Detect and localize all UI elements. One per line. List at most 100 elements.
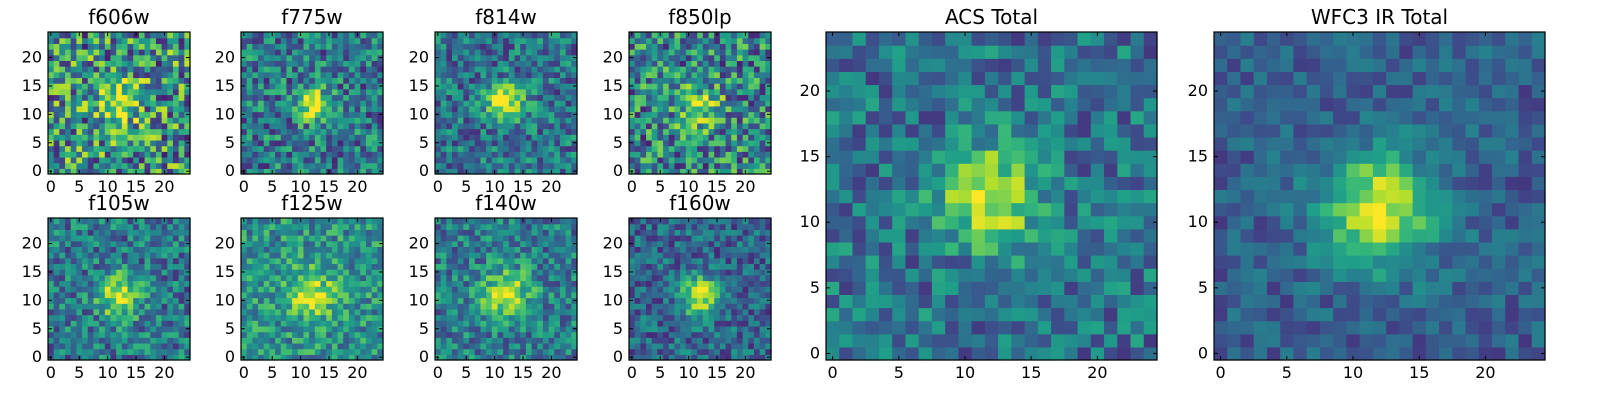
heatmap-cell — [531, 331, 538, 338]
heatmap-cell — [759, 94, 766, 101]
heatmap-cell — [297, 308, 305, 316]
heatmap-cell — [765, 117, 772, 124]
heatmap-cell — [742, 145, 749, 152]
heatmap-cell — [138, 337, 146, 344]
axes-frame — [434, 217, 578, 361]
heatmap-cell — [93, 156, 100, 164]
heatmap-cell — [354, 145, 361, 152]
y-tick-label: 5 — [225, 319, 235, 338]
heatmap-cell — [275, 240, 282, 247]
heatmap-cell — [663, 49, 670, 56]
heatmap-cell — [326, 151, 333, 158]
heatmap-cell — [144, 308, 151, 316]
heatmap-cell — [365, 162, 373, 169]
heatmap-cell — [116, 240, 123, 247]
heatmap-cell — [110, 303, 117, 310]
heatmap-cell — [469, 308, 476, 316]
heatmap-cell — [753, 49, 761, 56]
heatmap-cell — [121, 134, 129, 141]
heatmap-cell — [559, 297, 567, 304]
heatmap-cell — [491, 263, 499, 270]
heatmap-cell — [714, 308, 721, 316]
heatmap-cell — [559, 60, 567, 67]
heatmap-cell — [138, 240, 146, 247]
heatmap-cell — [365, 274, 373, 282]
heatmap-cell — [314, 105, 322, 113]
heatmap-cell — [491, 43, 499, 50]
heatmap-cell — [263, 291, 270, 299]
heatmap-cell — [440, 54, 447, 61]
heatmap-cell — [559, 314, 567, 321]
heatmap-cell — [748, 280, 755, 287]
heatmap-cell — [651, 60, 658, 67]
heatmap-cell — [497, 37, 504, 44]
heatmap-cell — [53, 77, 60, 84]
heatmap-cell — [116, 337, 123, 344]
heatmap-cell — [87, 269, 95, 276]
heatmap-cell — [491, 246, 499, 253]
heatmap-cell — [138, 342, 146, 350]
heatmap-cell — [246, 100, 253, 107]
heatmap-cell — [629, 151, 636, 158]
heatmap-cell — [348, 43, 356, 50]
y-tick-label: 15 — [215, 262, 235, 281]
heatmap-cell — [354, 246, 361, 253]
heatmap-cell — [275, 134, 282, 141]
heatmap-cell — [320, 286, 327, 293]
heatmap-cell — [258, 122, 265, 130]
heatmap-cell — [691, 32, 698, 39]
heatmap-cell — [116, 105, 123, 113]
heatmap-cell — [326, 235, 333, 242]
heatmap-cell — [480, 83, 487, 90]
heatmap-cell — [93, 32, 100, 39]
heatmap-cell — [343, 134, 350, 141]
heatmap-cell — [731, 280, 738, 287]
heatmap-cell — [144, 269, 151, 276]
heatmap-cell — [759, 280, 766, 287]
heatmap-cell — [629, 122, 636, 130]
heatmap-cell — [82, 71, 89, 79]
heatmap-cell — [497, 286, 504, 293]
heatmap-cell — [82, 156, 89, 164]
heatmap-cell — [297, 286, 305, 293]
heatmap-cell — [269, 156, 276, 164]
heatmap-cell — [82, 325, 89, 333]
heatmap-cell — [337, 348, 344, 355]
heatmap-cell — [53, 331, 60, 338]
heatmap-cell — [104, 100, 112, 107]
heatmap-cell — [463, 235, 470, 242]
heatmap-cell — [286, 263, 293, 270]
heatmap-cell — [320, 145, 327, 152]
heatmap-cell — [246, 280, 253, 287]
heatmap-cell — [127, 269, 134, 276]
heatmap-cell — [514, 122, 521, 130]
heatmap-cell — [469, 88, 476, 96]
heatmap-cell — [59, 100, 66, 107]
heatmap-cell — [155, 286, 163, 293]
heatmap-cell — [440, 263, 447, 270]
heatmap-cell — [53, 269, 60, 276]
heatmap-cell — [725, 37, 732, 44]
heatmap-cell — [127, 134, 134, 141]
heatmap-cell — [537, 145, 544, 152]
heatmap-cell — [116, 314, 123, 321]
heatmap-cell — [719, 43, 727, 50]
heatmap-cell — [691, 354, 698, 361]
heatmap-cell — [172, 269, 180, 276]
heatmap-cell — [440, 308, 447, 316]
heatmap-cell — [360, 83, 367, 90]
heatmap-cell — [753, 128, 761, 135]
heatmap-cell — [65, 308, 72, 316]
heatmap-cell — [365, 320, 373, 327]
heatmap-cell — [480, 240, 487, 247]
heatmap-cell — [440, 354, 447, 361]
heatmap-cell — [559, 303, 567, 310]
heatmap-cell — [292, 229, 299, 236]
heatmap-cell — [110, 354, 117, 361]
heatmap-cell — [144, 348, 151, 355]
heatmap-cell — [657, 54, 664, 61]
heatmap-cell — [440, 218, 447, 225]
heatmap-cell — [742, 303, 749, 310]
heatmap-cell — [121, 297, 129, 304]
